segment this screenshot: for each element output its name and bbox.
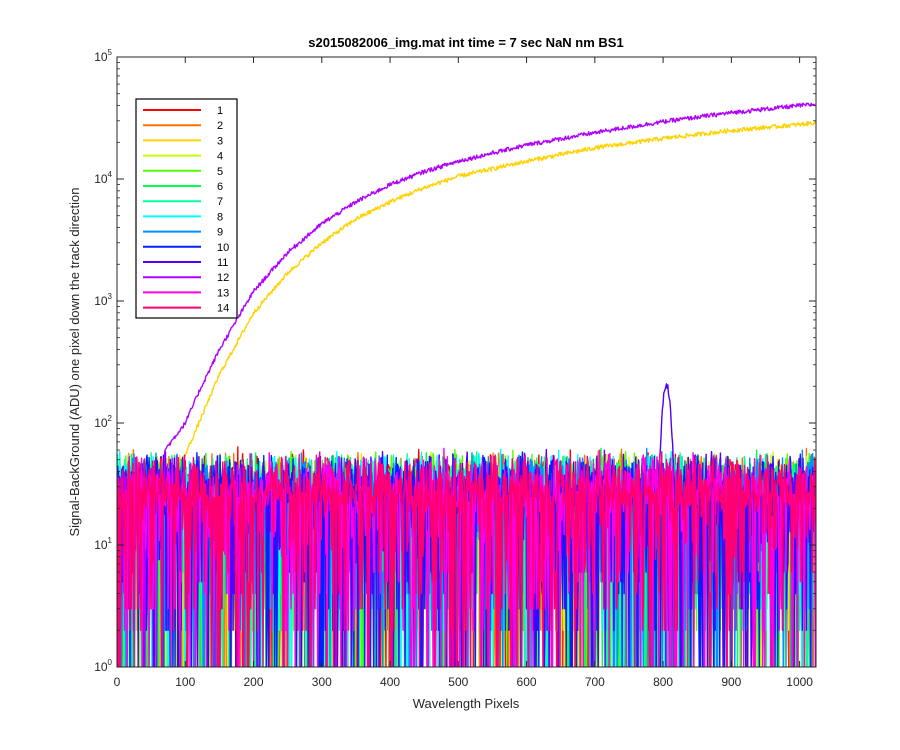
legend-label-4: 4 [217,151,223,163]
x-tick-label: 200 [244,675,264,689]
x-axis-label: Wavelength Pixels [413,696,520,711]
chart-title: s2015082006_img.mat int time = 7 sec NaN… [308,35,623,50]
y-tick-label: 105 [94,48,112,64]
legend-label-12: 12 [217,272,229,284]
legend-label-11: 11 [217,257,228,269]
y-tick-label: 103 [94,292,112,308]
series-line-12 [117,102,816,667]
x-axis: 0 100 200 300 400 500 600 700 800 900 1000 [114,57,813,689]
legend-label-10: 10 [217,242,229,254]
y-tick-label: 104 [94,170,112,186]
legend-label-3: 3 [217,135,223,147]
x-tick-label: 1000 [786,675,813,689]
x-tick-label: 900 [721,675,741,689]
y-tick-label: 100 [94,658,112,674]
y-axis-label: Signal-BackGround (ADU) one pixel down t… [67,187,82,536]
y-tick-label: 102 [94,414,112,430]
legend-label-13: 13 [217,287,229,299]
x-tick-label: 400 [380,675,400,689]
x-tick-label: 0 [114,675,121,689]
legend-label-8: 8 [217,211,223,223]
x-tick-label: 500 [448,675,468,689]
legend-box [135,98,238,319]
legend-label-1: 1 [217,105,223,117]
series-line-14 [117,451,816,667]
x-tick-label: 700 [585,675,605,689]
y-tick-label: 101 [94,536,112,552]
plot-frame [116,56,817,668]
legend-label-2: 2 [217,120,223,132]
legend-label-5: 5 [217,166,223,178]
x-tick-label: 300 [312,675,332,689]
series-line-3 [117,120,816,667]
legend-label-14: 14 [217,303,229,315]
x-tick-label: 100 [175,675,195,689]
legend-label-9: 9 [217,227,223,239]
series-layer [117,102,816,667]
legend-label-6: 6 [217,181,223,193]
legend-label-7: 7 [217,196,223,208]
x-tick-label: 600 [517,675,537,689]
x-tick-label: 800 [653,675,673,689]
